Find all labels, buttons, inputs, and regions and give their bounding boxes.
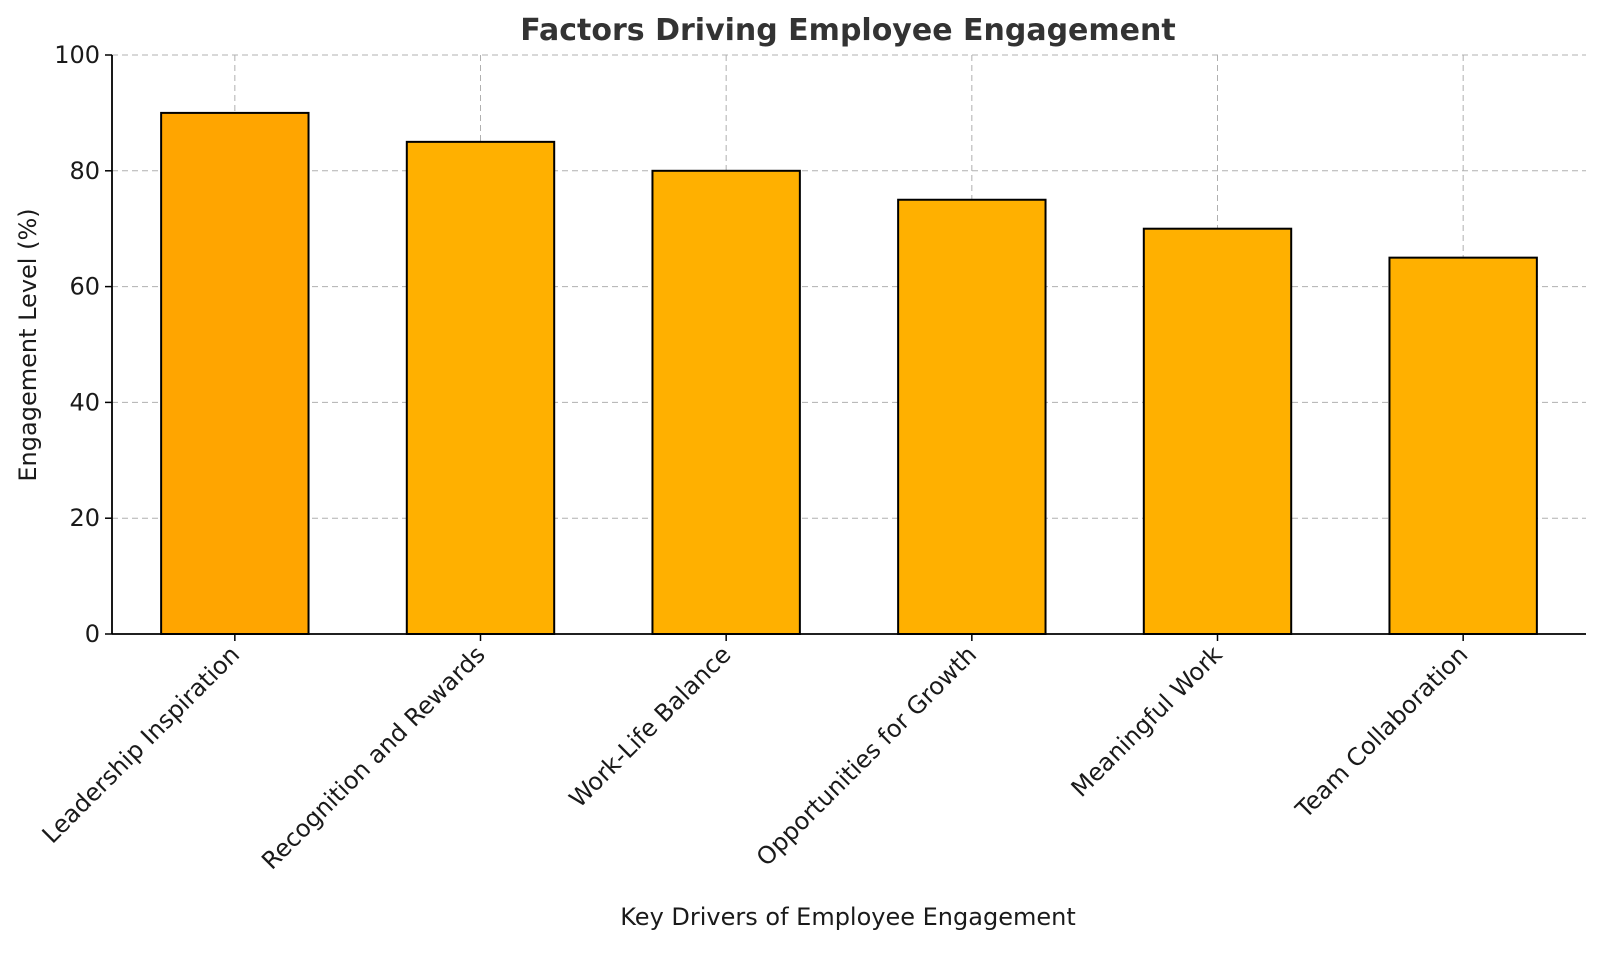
bar-work-life-balance xyxy=(651,169,801,636)
y-tick-label: 20 xyxy=(69,504,100,532)
bars-layer xyxy=(160,111,1538,636)
bar-recognition-and-rewards xyxy=(405,140,556,635)
bar-meaningful-work xyxy=(1142,227,1293,635)
bar-leadership-inspiration xyxy=(160,111,310,635)
y-axis-label: Engagement Level (%) xyxy=(14,208,42,481)
x-tick-label: Meaningful Work xyxy=(1066,640,1228,802)
x-tick-label: Leadership Inspiration xyxy=(37,640,245,848)
x-tick-label: Recognition and Rewards xyxy=(256,640,490,874)
axes-layer xyxy=(105,54,1586,641)
y-tick-label: 80 xyxy=(69,157,100,185)
x-tick-label: Team Collaboration xyxy=(1290,640,1474,824)
y-tick-label: 40 xyxy=(69,388,100,416)
y-tick-label: 100 xyxy=(54,41,100,69)
chart-title: Factors Driving Employee Engagement xyxy=(520,13,1175,48)
y-tick-label: 0 xyxy=(85,620,100,648)
x-tick-label: Opportunities for Growth xyxy=(751,640,982,871)
x-axis-label: Key Drivers of Employee Engagement xyxy=(620,903,1075,931)
y-tick-label: 60 xyxy=(69,273,100,301)
bar-opportunities-for-growth xyxy=(897,198,1047,635)
bar-team-collaboration xyxy=(1388,256,1538,635)
x-tick-label: Work-Life Balance xyxy=(564,640,737,813)
grid-layer xyxy=(112,54,1586,634)
